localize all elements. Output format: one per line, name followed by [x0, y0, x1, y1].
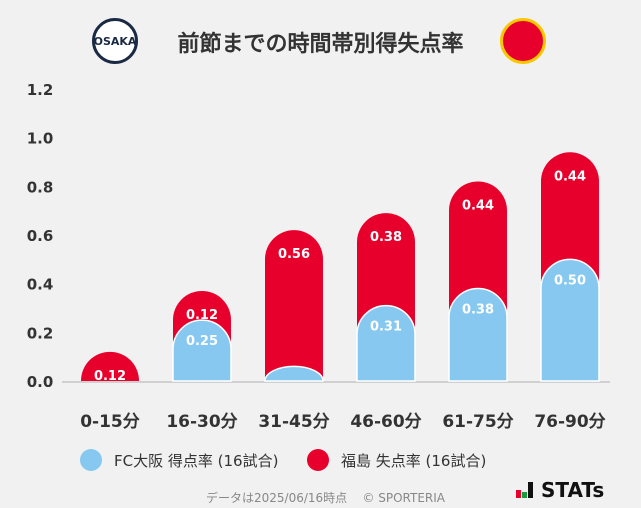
data-label-conceded: 0.44: [462, 198, 494, 213]
fc-osaka-logo: OSAKA: [92, 18, 138, 64]
copyright: © SPORTERIA: [362, 491, 446, 505]
legend-swatch-blue: [80, 449, 102, 471]
x-tick-label: 76-90分: [534, 412, 605, 432]
bar-osaka-scored: [540, 258, 600, 382]
bar-osaka-scored: [172, 319, 232, 382]
stats-logo: STATs: [516, 478, 604, 502]
legend-item-fukushima: 福島 失点率 (16試合): [307, 449, 486, 471]
stacked-bar-chart: 0.0 0.2 0.4 0.6 0.8 1.0 1.2 0.12 0-15分 0.12 0.25 16…: [27, 81, 610, 432]
y-tick-label: 0.2: [27, 324, 54, 342]
x-tick-label: 46-60分: [350, 412, 421, 432]
bar-chart-icon: [516, 482, 533, 498]
data-date-note: データは2025/06/16時点: [206, 491, 348, 505]
bar-fukushima-conceded: [81, 351, 139, 381]
x-tick-label: 61-75分: [442, 412, 513, 432]
y-tick-label: 0.0: [27, 373, 54, 391]
data-label-conceded: 0.12: [94, 369, 126, 384]
y-tick-label: 1.0: [27, 130, 54, 148]
data-label-conceded: 0.38: [370, 230, 402, 245]
data-label-scored: 0.25: [186, 334, 218, 349]
data-label-conceded: 0.12: [186, 308, 218, 323]
footer: データは2025/06/16時点 © SPORTERIA: [206, 489, 445, 506]
legend-label: 福島 失点率 (16試合): [341, 451, 487, 470]
bar-osaka-scored: [448, 287, 508, 382]
x-tick-label: 16-30分: [166, 412, 237, 432]
legend-label: FC大阪 得点率 (16試合): [114, 451, 279, 470]
data-label-scored: 0.38: [462, 303, 494, 318]
chart-title: 前節までの時間帯別得失点率: [177, 32, 464, 57]
y-tick-label: 0.4: [27, 276, 54, 294]
legend-item-osaka: FC大阪 得点率 (16試合): [80, 449, 278, 471]
bar-osaka-scored: [356, 304, 416, 382]
legend-swatch-red: [307, 449, 329, 471]
bar-osaka-scored: [264, 365, 324, 382]
data-label-conceded: 0.56: [278, 247, 310, 262]
data-label-conceded: 0.44: [554, 169, 586, 184]
x-tick-label: 31-45分: [258, 412, 329, 432]
x-tick-label: 0-15分: [80, 412, 140, 432]
y-tick-label: 1.2: [27, 81, 54, 99]
data-label-scored: 0.31: [370, 320, 402, 335]
data-label-scored: 0.50: [554, 273, 586, 288]
y-tick-label: 0.8: [27, 178, 54, 196]
bar-fukushima-conceded: [265, 230, 323, 381]
brand-name: STATs: [541, 478, 605, 502]
fukushima-united-logo: [500, 18, 546, 64]
y-tick-label: 0.6: [27, 227, 54, 245]
